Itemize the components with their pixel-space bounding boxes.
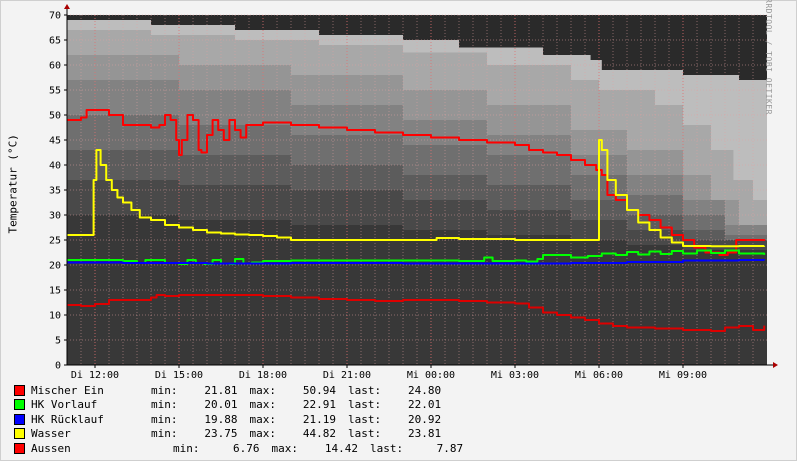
legend-row-wasser: Wasser min: 23.75 max: 44.82 last: 23.81 — [14, 427, 475, 442]
legend-row-hk-vorlauf: HK Vorlauf min: 20.01 max: 22.91 last: 2… — [14, 398, 475, 413]
y-tick-label: 45 — [49, 136, 61, 147]
series-line-hk-r-cklauf — [67, 259, 766, 265]
y-tick-label: 65 — [49, 36, 61, 47]
legend-last-value: 20.92 — [408, 412, 442, 426]
series-line-aussen — [67, 294, 766, 332]
legend-last-value: 24.80 — [408, 383, 442, 397]
axes — [64, 4, 778, 368]
legend-swatch — [14, 413, 25, 425]
series-line-hk-vorlauf — [67, 249, 766, 265]
y-tick-label: 35 — [49, 186, 61, 197]
legend-max-value: 21.19 — [302, 412, 336, 426]
legend-name: Wasser — [31, 427, 71, 441]
series-line-wasser — [67, 139, 766, 248]
y-tick-label: 30 — [49, 211, 61, 222]
x-tick-labels: Di 12:00 Di 15:00 Di 18:00 Di 21:00 Mi 00:00… — [71, 365, 707, 380]
y-tick-label: 25 — [49, 236, 61, 247]
x-tick-label: Mi 06:00 — [575, 370, 623, 380]
x-tick-label: Mi 00:00 — [407, 370, 455, 380]
legend-name: HK Vorlauf — [31, 398, 98, 412]
y-axis-arrow — [64, 4, 70, 9]
legend-row-hk-ruecklauf: HK Rücklauf min: 19.88 max: 21.19 last: … — [14, 412, 475, 427]
legend-min-label: min: — [151, 398, 178, 412]
y-tick-label: 20 — [49, 261, 61, 272]
watermark: RRDTOOL / TOBI OETIKER — [764, 0, 774, 115]
y-tick-label: 0 — [55, 361, 61, 372]
legend-min-value: 20.01 — [204, 398, 238, 412]
legend-last-value: 23.81 — [408, 427, 442, 441]
legend-max-label: max: — [249, 383, 277, 397]
legend-min-label: min: — [151, 383, 178, 397]
legend-max-label: max: — [271, 441, 299, 455]
legend-min-label: min: — [151, 427, 178, 441]
legend-max-value: 14.42 — [324, 441, 358, 455]
legend-swatch — [14, 442, 25, 454]
x-tick-label: Di 21:00 — [323, 370, 371, 380]
legend-last-label: last: — [348, 398, 382, 412]
y-tick-label: 50 — [49, 111, 61, 122]
legend-swatch — [14, 399, 25, 411]
y-tick-labels: 0 5 10 15 20 25 30 35 40 45 50 55 60 65 70 — [49, 11, 67, 372]
y-tick-label: 10 — [49, 311, 61, 322]
series-lines — [67, 109, 766, 332]
y-tick-label: 70 — [49, 11, 61, 22]
legend-max-value: 50.94 — [302, 383, 336, 397]
legend-last-value: 7.87 — [436, 441, 464, 455]
x-tick-label: Di 15:00 — [155, 370, 203, 380]
y-axis-label: Temperatur (°C) — [6, 134, 20, 234]
legend-min-value: 21.81 — [204, 383, 238, 397]
legend-name: Aussen — [31, 441, 71, 455]
x-tick-label: Mi 09:00 — [659, 370, 707, 380]
legend-name: HK Rücklauf — [31, 412, 104, 426]
legend-last-label: last: — [348, 412, 382, 426]
legend-last-label: last: — [370, 441, 404, 455]
legend: Mischer Ein min: 21.81 max: 50.94 last: … — [14, 383, 475, 456]
y-tick-label: 55 — [49, 86, 61, 97]
y-tick-label: 5 — [55, 336, 61, 347]
legend-max-label: max: — [249, 398, 277, 412]
x-tick-label: Di 12:00 — [71, 370, 119, 380]
legend-max-value: 44.82 — [302, 427, 336, 441]
x-tick-label: Mi 03:00 — [491, 370, 539, 380]
legend-row-mischer-ein: Mischer Ein min: 21.81 max: 50.94 last: … — [14, 383, 475, 398]
x-tick-label: Di 18:00 — [239, 370, 287, 380]
legend-min-value: 23.75 — [204, 427, 238, 441]
grid-lines — [67, 14, 767, 365]
legend-swatch — [14, 384, 25, 396]
legend-last-label: last: — [348, 383, 382, 397]
legend-row-aussen: Aussen min: 6.76 max: 14.42 last: 7.87 — [14, 441, 475, 456]
legend-last-label: last: — [348, 427, 382, 441]
legend-name: Mischer Ein — [31, 383, 104, 397]
legend-min-label: min: — [173, 441, 200, 455]
background-band — [67, 215, 767, 365]
y-tick-label: 60 — [49, 61, 61, 72]
legend-min-value: 19.88 — [204, 412, 238, 426]
legend-swatch — [14, 428, 25, 440]
legend-max-label: max: — [249, 412, 277, 426]
legend-max-label: max: — [249, 427, 277, 441]
y-tick-label: 15 — [49, 286, 61, 297]
legend-max-value: 22.91 — [302, 398, 336, 412]
y-tick-label: 40 — [49, 161, 61, 172]
legend-min-value: 6.76 — [233, 441, 260, 455]
x-axis-arrow — [773, 362, 778, 368]
legend-last-value: 22.01 — [408, 398, 442, 412]
series-line-mischer-ein — [67, 109, 766, 256]
legend-min-label: min: — [151, 412, 178, 426]
